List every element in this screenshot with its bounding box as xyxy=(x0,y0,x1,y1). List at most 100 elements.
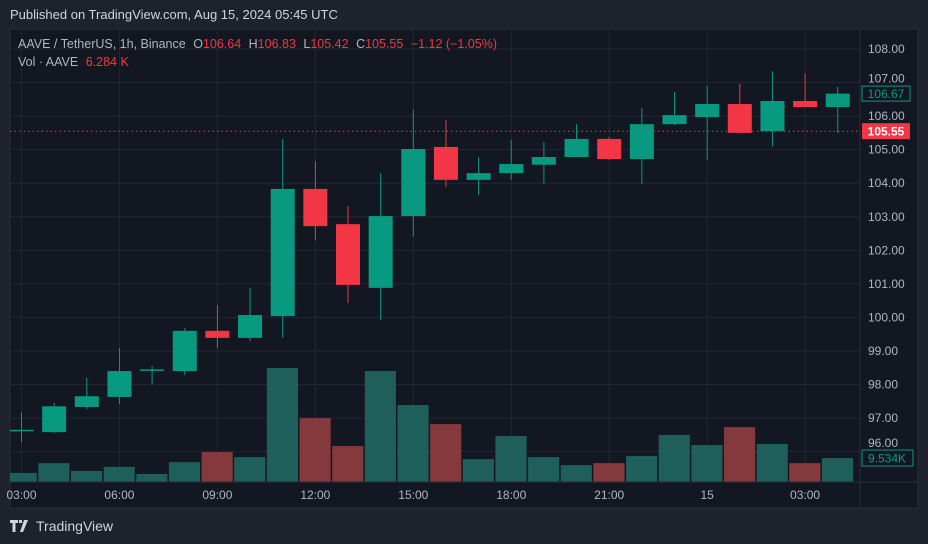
symbol-info[interactable]: AAVE / TetherUS, 1h, Binance xyxy=(18,37,186,51)
candle-body xyxy=(695,104,720,118)
close-label: C xyxy=(356,37,366,51)
volume-bar xyxy=(234,457,266,482)
candle-body xyxy=(825,93,850,108)
time-tick-label: 15 xyxy=(700,488,714,502)
candle-body xyxy=(238,315,263,338)
published-caption: Published on TradingView.com, Aug 15, 20… xyxy=(10,7,338,22)
candle-body xyxy=(42,406,67,433)
volume-bar xyxy=(136,473,168,482)
candle-body xyxy=(760,101,785,132)
price-tick-label: 105.00 xyxy=(868,143,905,157)
open-value: 106.64 xyxy=(202,37,242,51)
candle-body xyxy=(336,224,360,285)
time-tick-label: 09:00 xyxy=(202,488,232,502)
volume-bar xyxy=(38,463,70,482)
candle-body xyxy=(466,173,491,180)
price-tick-label: 108.00 xyxy=(868,42,905,56)
change-value: −1.12 (−1.05%) xyxy=(410,37,497,51)
volume-bar xyxy=(462,459,494,482)
current-price-label: 106.67 xyxy=(868,87,905,101)
volume-bar xyxy=(299,418,331,482)
candle-body xyxy=(172,330,197,372)
candle-body xyxy=(662,115,687,125)
price-tick-label: 98.00 xyxy=(868,378,898,392)
volume-bar xyxy=(70,470,103,482)
volume-legend: Vol · AAVE 6.284 K xyxy=(18,53,501,71)
candle-body xyxy=(564,138,589,158)
price-tick-label: 96.00 xyxy=(868,436,898,450)
candle-body xyxy=(793,101,818,108)
volume-bar xyxy=(201,452,233,482)
candle-body xyxy=(270,188,295,317)
volume-bar xyxy=(266,368,299,482)
candle-body xyxy=(368,216,393,288)
last-price-label: 105.55 xyxy=(868,125,905,139)
volume-bar xyxy=(495,435,527,482)
volume-bar xyxy=(430,424,462,482)
volume-bar xyxy=(821,458,854,482)
current-price-badge xyxy=(861,85,911,102)
candle-body xyxy=(499,164,524,174)
volume-bar xyxy=(691,445,723,482)
volume-bar xyxy=(10,472,37,482)
candle-body xyxy=(597,138,622,160)
price-tick-label: 102.00 xyxy=(868,243,905,257)
volume-badge xyxy=(861,449,914,467)
time-tick-label: 03:00 xyxy=(790,488,820,502)
candle-body xyxy=(727,104,752,133)
volume-badge-label: 9.534K xyxy=(868,452,906,466)
time-tick-label: 03:00 xyxy=(6,488,36,502)
candle-body xyxy=(10,429,34,432)
price-tick-label: 101.00 xyxy=(868,277,905,291)
volume-label[interactable]: Vol · AAVE xyxy=(18,55,79,69)
volume-bar xyxy=(364,371,396,482)
volume-bar xyxy=(756,444,788,482)
candle-body xyxy=(531,157,556,165)
open-label: O xyxy=(193,37,203,51)
volume-bar xyxy=(528,457,560,482)
time-tick-label: 15:00 xyxy=(398,488,428,502)
volume-bar xyxy=(789,463,821,482)
volume-bar xyxy=(397,404,429,482)
chart-legend: AAVE / TetherUS, 1h, Binance O106.64 H10… xyxy=(18,35,501,71)
price-tick-label: 103.00 xyxy=(868,210,905,224)
price-tick-label: 97.00 xyxy=(868,411,898,425)
price-tick-label: 107.00 xyxy=(868,72,905,86)
volume-bar xyxy=(168,462,201,482)
brand-name: TradingView xyxy=(36,518,114,534)
candle-body xyxy=(401,148,426,217)
tradingview-logo-icon xyxy=(10,520,28,532)
time-tick-label: 21:00 xyxy=(594,488,624,502)
candle-body xyxy=(629,124,654,160)
volume-bar xyxy=(723,427,756,482)
volume-bar xyxy=(103,466,135,482)
candle-body xyxy=(74,396,99,407)
time-tick-label: 12:00 xyxy=(300,488,330,502)
chart-background xyxy=(9,28,919,509)
volume-value: 6.284 K xyxy=(85,55,129,69)
low-value: 105.42 xyxy=(310,37,349,51)
ohlc-legend: AAVE / TetherUS, 1h, Binance O106.64 H10… xyxy=(18,35,501,53)
plot-area xyxy=(10,71,854,482)
volume-bar xyxy=(658,434,690,482)
candle-body xyxy=(303,188,328,227)
candle-body xyxy=(205,330,230,338)
high-label: H xyxy=(248,37,258,51)
volume-bar xyxy=(626,456,658,482)
volume-bar xyxy=(593,463,625,482)
price-tick-label: 99.00 xyxy=(868,344,898,358)
volume-bar xyxy=(560,465,592,482)
price-tick-label: 106.00 xyxy=(868,109,905,123)
high-value: 106.83 xyxy=(257,37,296,51)
volume-bar xyxy=(332,446,364,482)
close-value: 105.55 xyxy=(365,37,404,51)
time-tick-label: 18:00 xyxy=(496,488,526,502)
candle-body xyxy=(107,371,132,397)
time-tick-label: 06:00 xyxy=(104,488,134,502)
tradingview-logo[interactable]: TradingView xyxy=(10,518,113,534)
price-tick-label: 100.00 xyxy=(868,310,905,324)
candle-body xyxy=(140,369,165,371)
low-label: L xyxy=(303,37,311,51)
last-price-badge xyxy=(862,123,910,140)
